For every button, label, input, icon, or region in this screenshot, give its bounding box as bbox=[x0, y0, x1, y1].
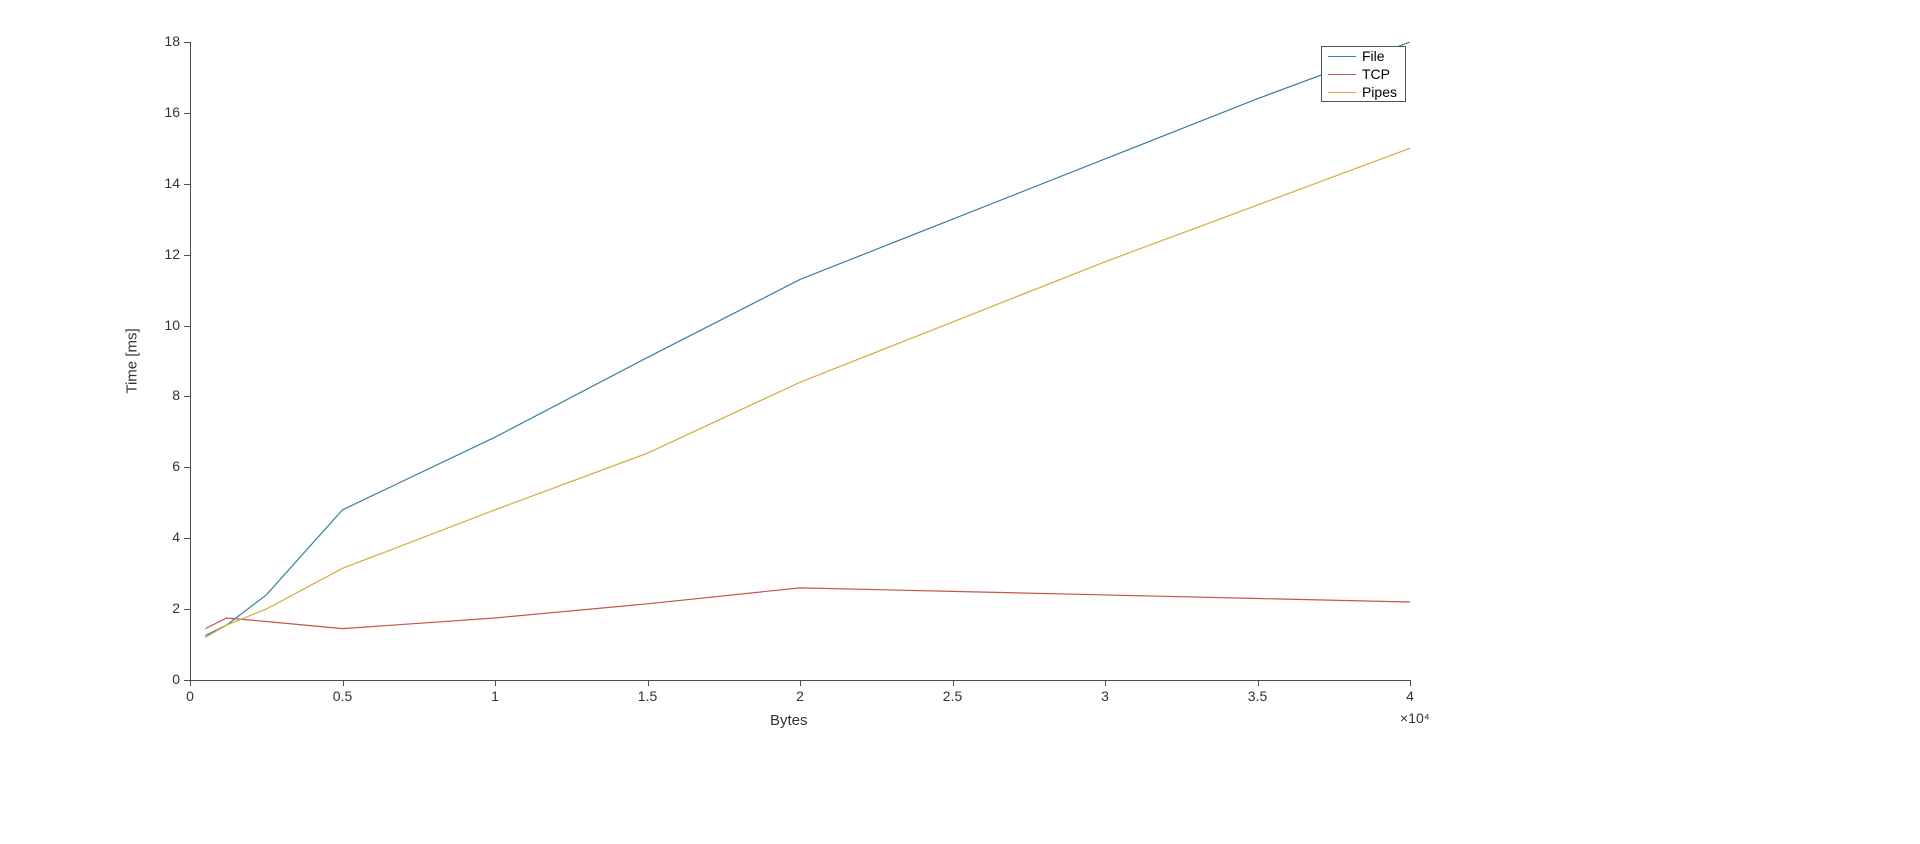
x-tick-label: 3 bbox=[1085, 688, 1125, 704]
y-tick bbox=[184, 326, 190, 327]
x-tick bbox=[1105, 680, 1106, 686]
y-tick bbox=[184, 113, 190, 114]
legend-swatch bbox=[1328, 92, 1356, 93]
y-tick-label: 0 bbox=[172, 671, 180, 687]
y-tick-label: 6 bbox=[172, 458, 180, 474]
x-tick-label: 1.5 bbox=[628, 688, 668, 704]
y-tick bbox=[184, 538, 190, 539]
x-tick-label: 1 bbox=[475, 688, 515, 704]
y-tick-label: 18 bbox=[164, 33, 180, 49]
x-tick-label: 0 bbox=[170, 688, 210, 704]
legend-label: Pipes bbox=[1362, 84, 1397, 100]
y-axis-label: Time [ms] bbox=[124, 328, 141, 393]
x-tick-label: 2 bbox=[780, 688, 820, 704]
x-tick bbox=[495, 680, 496, 686]
y-tick bbox=[184, 396, 190, 397]
y-tick bbox=[184, 609, 190, 610]
y-tick bbox=[184, 42, 190, 43]
x-tick-label: 0.5 bbox=[323, 688, 363, 704]
y-tick bbox=[184, 255, 190, 256]
y-tick bbox=[184, 680, 190, 681]
y-tick-label: 16 bbox=[164, 104, 180, 120]
legend-swatch bbox=[1328, 56, 1356, 57]
y-tick-label: 8 bbox=[172, 387, 180, 403]
legend-item: File bbox=[1322, 47, 1405, 65]
x-axis-label: Bytes bbox=[770, 712, 808, 729]
legend: File TCP Pipes bbox=[1321, 46, 1406, 102]
x-tick bbox=[800, 680, 801, 686]
x-tick-label: 4 bbox=[1390, 688, 1430, 704]
y-tick-label: 4 bbox=[172, 529, 180, 545]
x-tick bbox=[1410, 680, 1411, 686]
legend-label: TCP bbox=[1362, 66, 1390, 82]
x-tick bbox=[1258, 680, 1259, 686]
x-tick bbox=[190, 680, 191, 686]
legend-item: Pipes bbox=[1322, 83, 1405, 101]
figure: Bytes Time [ms] ×10⁴ File TCP Pipes 0 0.5 1 1… bbox=[0, 0, 1920, 844]
x-tick bbox=[648, 680, 649, 686]
x-tick bbox=[953, 680, 954, 686]
y-tick-label: 10 bbox=[164, 317, 180, 333]
y-tick bbox=[184, 184, 190, 185]
x-tick bbox=[343, 680, 344, 686]
legend-swatch bbox=[1328, 74, 1356, 75]
legend-item: TCP bbox=[1322, 65, 1405, 83]
plot-area bbox=[190, 42, 1411, 681]
x-tick-label: 2.5 bbox=[933, 688, 973, 704]
x-tick-label: 3.5 bbox=[1238, 688, 1278, 704]
x-axis-exponent: ×10⁴ bbox=[1400, 710, 1430, 726]
legend-label: File bbox=[1362, 48, 1385, 64]
y-tick bbox=[184, 467, 190, 468]
y-tick-label: 14 bbox=[164, 175, 180, 191]
y-tick-label: 12 bbox=[164, 246, 180, 262]
y-tick-label: 2 bbox=[172, 600, 180, 616]
